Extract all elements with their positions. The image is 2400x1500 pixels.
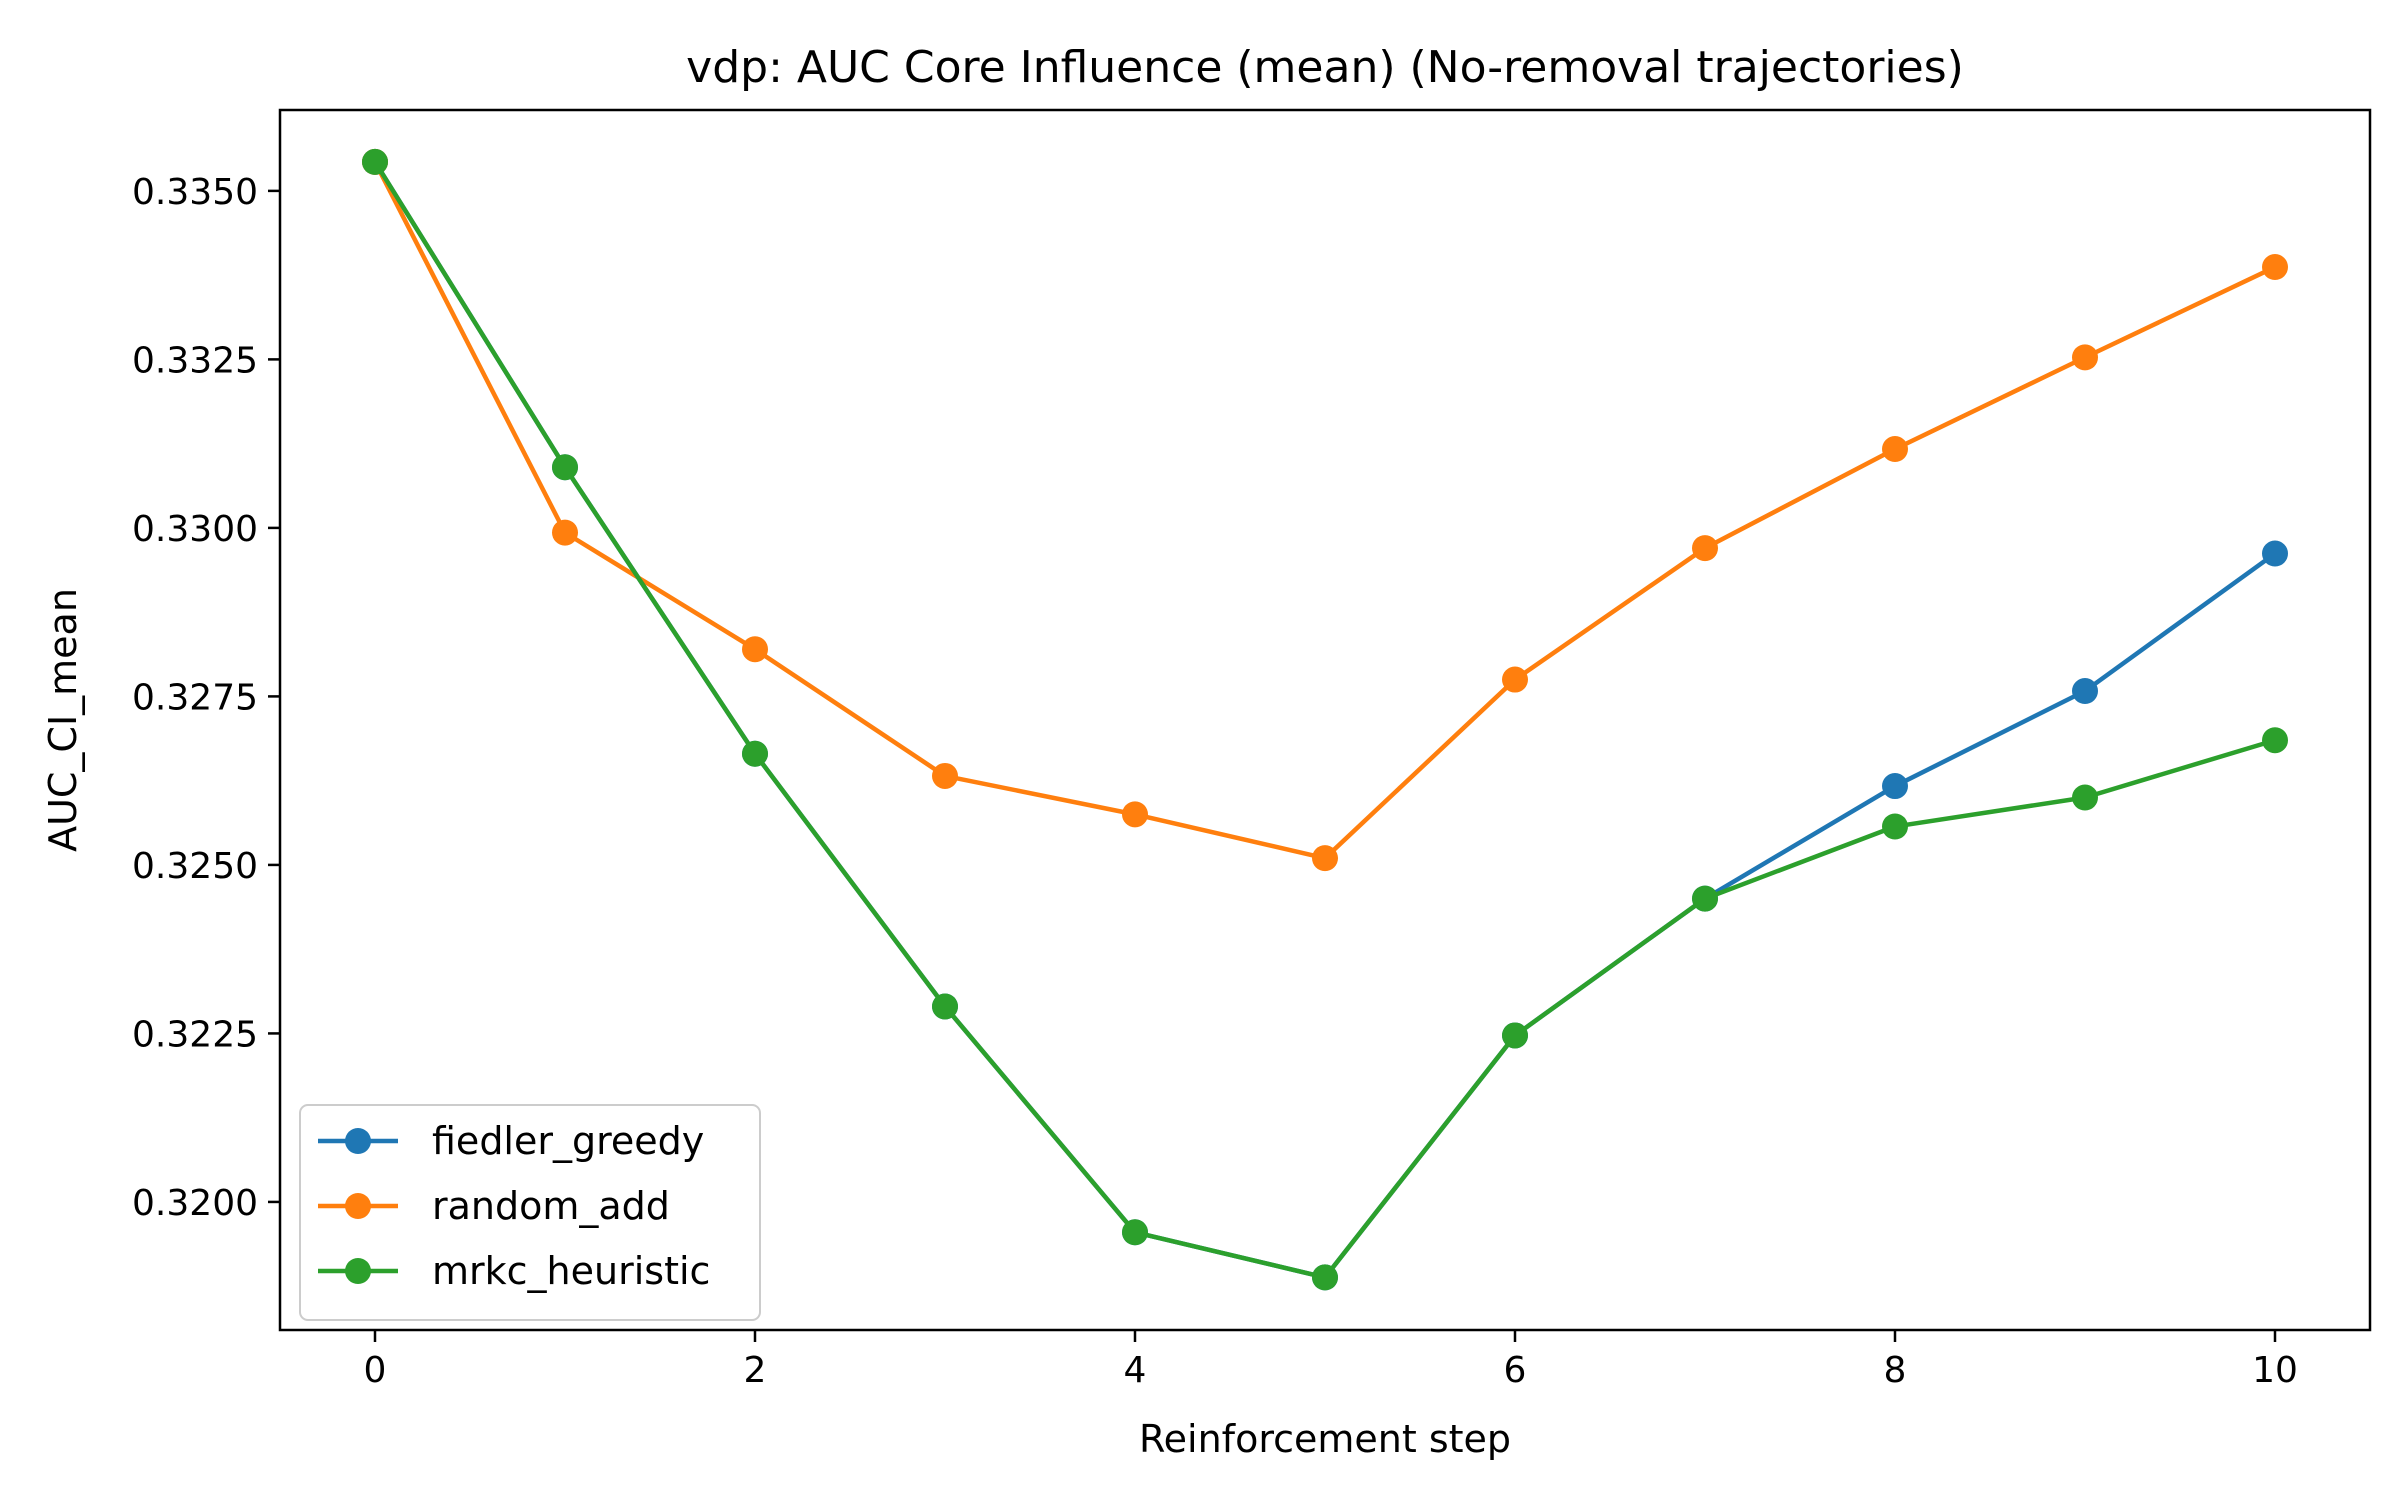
y-tick-label: 0.3275 <box>132 677 258 718</box>
chart-title: vdp: AUC Core Influence (mean) (No-remov… <box>686 42 1964 93</box>
series-mrkc_heuristic <box>362 148 2288 1291</box>
y-tick-label: 0.3250 <box>132 846 258 887</box>
legend-marker <box>345 1128 371 1154</box>
legend-label: random_add <box>432 1184 670 1228</box>
y-axis-label: AUC_CI_mean <box>41 588 85 852</box>
data-point-random_add <box>2262 254 2288 281</box>
y-tick-label: 0.3300 <box>132 509 258 550</box>
legend-label: fiedler_greedy <box>432 1119 704 1163</box>
legend: fiedler_greedy random_add mrkc_heuristic <box>299 1104 761 1321</box>
data-point-mrkc_heuristic <box>1312 1264 1338 1291</box>
data-point-fiedler_greedy <box>2262 540 2288 567</box>
data-point-mrkc_heuristic <box>362 148 388 175</box>
data-point-mrkc_heuristic <box>1882 813 1908 840</box>
legend-label: mrkc_heuristic <box>432 1249 710 1293</box>
x-tick-label: 4 <box>1124 1350 1147 1391</box>
x-tick-label: 6 <box>1504 1350 1527 1391</box>
x-tick-label: 2 <box>744 1350 767 1391</box>
data-point-mrkc_heuristic <box>1692 885 1718 912</box>
data-point-mrkc_heuristic <box>2072 784 2098 811</box>
legend-box <box>299 1104 761 1321</box>
plot-frame <box>278 108 2372 1332</box>
legend-item-random_add: random_add <box>318 1184 670 1228</box>
data-point-random_add <box>1502 666 1528 693</box>
y-tick-label: 0.3225 <box>132 1014 258 1055</box>
x-axis-label: Reinforcement step <box>1139 1417 1511 1461</box>
legend-marker <box>345 1258 371 1284</box>
data-point-random_add <box>932 762 958 789</box>
data-point-fiedler_greedy <box>2072 678 2098 705</box>
legend-item-mrkc_heuristic: mrkc_heuristic <box>318 1249 710 1293</box>
data-point-random_add <box>742 636 768 663</box>
data-point-random_add <box>552 519 578 546</box>
data-point-fiedler_greedy <box>1882 773 1908 800</box>
data-point-mrkc_heuristic <box>742 740 768 767</box>
data-point-random_add <box>1122 801 1148 828</box>
data-point-mrkc_heuristic <box>1502 1022 1528 1049</box>
data-point-mrkc_heuristic <box>2262 727 2288 754</box>
x-tick-label: 0 <box>364 1350 387 1391</box>
data-point-mrkc_heuristic <box>932 993 958 1020</box>
y-tick-label: 0.3325 <box>132 340 258 381</box>
data-point-random_add <box>1312 845 1338 872</box>
data-point-random_add <box>2072 344 2098 371</box>
data-point-random_add <box>1882 436 1908 463</box>
legend-item-fiedler_greedy: fiedler_greedy <box>318 1119 704 1163</box>
data-point-mrkc_heuristic <box>1122 1219 1148 1246</box>
legend-marker <box>345 1193 371 1219</box>
y-tick-label: 0.3200 <box>132 1183 258 1224</box>
y-axis: 0.3200 0.3225 0.3250 0.3275 0.3300 0.3325 0.33… <box>132 172 280 1224</box>
series-layer <box>362 148 2288 1291</box>
x-axis: 0 2 4 6 8 10 <box>364 1330 2298 1391</box>
data-point-mrkc_heuristic <box>552 454 578 481</box>
x-tick-label: 8 <box>1884 1350 1907 1391</box>
y-tick-label: 0.3350 <box>132 172 258 213</box>
x-tick-label: 10 <box>2252 1350 2298 1391</box>
data-point-random_add <box>1692 535 1718 562</box>
